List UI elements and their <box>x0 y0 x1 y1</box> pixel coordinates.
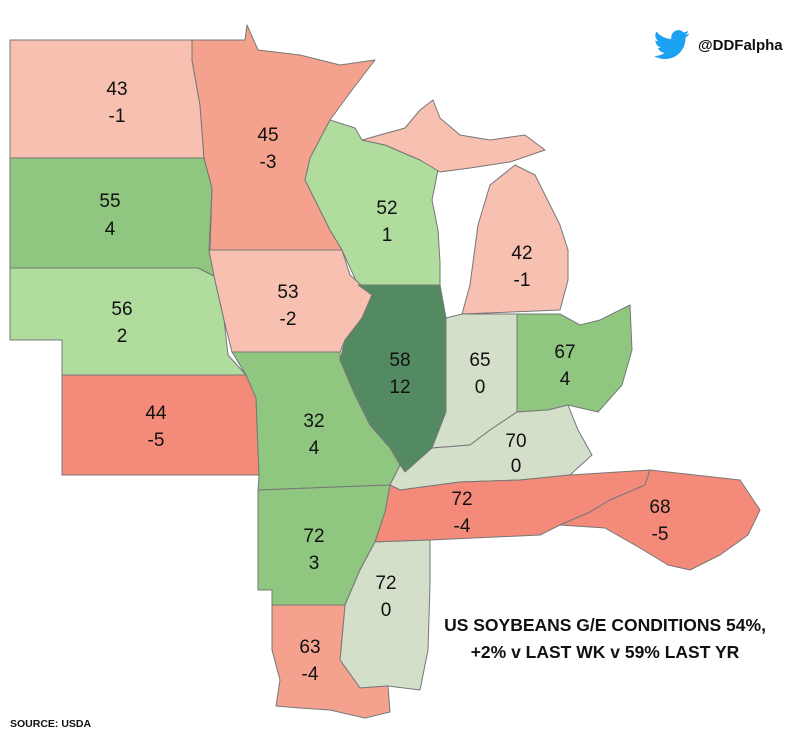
in-value: 65 <box>469 350 490 371</box>
sd-change: 4 <box>105 219 116 240</box>
state-nebraska <box>9 267 247 376</box>
la-change: -4 <box>302 664 319 685</box>
tn-value: 72 <box>451 489 472 510</box>
tn-change: -4 <box>454 516 471 537</box>
state-kansas <box>61 374 260 476</box>
state-michigan-lower-peninsula <box>461 164 569 315</box>
ky-value: 70 <box>505 431 526 452</box>
oh-change: 4 <box>560 369 571 390</box>
mn-change: -3 <box>260 152 277 173</box>
ar-change: 3 <box>309 553 320 574</box>
wi-change: 1 <box>382 225 393 246</box>
ne-change: 2 <box>117 326 128 347</box>
nc-change: -5 <box>652 524 669 545</box>
mn-value: 45 <box>257 125 278 146</box>
ks-value: 44 <box>145 403 167 424</box>
oh-value: 67 <box>554 342 575 363</box>
mo-value: 32 <box>303 411 324 432</box>
il-value: 58 <box>389 350 410 371</box>
nd-value: 43 <box>106 79 127 100</box>
ia-change: -2 <box>280 309 297 330</box>
state-south-dakota <box>9 157 215 277</box>
ne-value: 56 <box>111 299 132 320</box>
nd-change: -1 <box>109 106 126 127</box>
ms-change: 0 <box>381 600 392 621</box>
il-change: 12 <box>389 377 410 398</box>
ia-value: 53 <box>277 282 298 303</box>
headline-line-1: US SOYBEANS G/E CONDITIONS 54%, <box>444 615 766 635</box>
in-change: 0 <box>475 377 486 398</box>
source-note: SOURCE: USDA <box>10 718 92 730</box>
nc-value: 68 <box>649 497 670 518</box>
ky-change: 0 <box>511 456 522 477</box>
ms-value: 72 <box>375 573 396 594</box>
headline: US SOYBEANS G/E CONDITIONS 54%, +2% v LA… <box>420 612 790 666</box>
state-louisiana <box>271 604 391 719</box>
mi-change: -1 <box>514 270 531 291</box>
ks-change: -5 <box>148 430 165 451</box>
state-michigan-upper-peninsula <box>361 99 546 173</box>
ar-value: 72 <box>303 526 324 547</box>
state-iowa <box>208 249 373 353</box>
wi-value: 52 <box>376 198 397 219</box>
twitter-handle[interactable]: @DDFalpha <box>654 30 783 60</box>
twitter-handle-text: @DDFalpha <box>698 36 783 54</box>
state-north-carolina <box>559 469 761 571</box>
la-value: 63 <box>299 637 320 658</box>
mi-value: 42 <box>511 243 532 264</box>
headline-line-2: +2% v LAST WK v 59% LAST YR <box>470 642 740 662</box>
mo-change: 4 <box>309 438 320 459</box>
twitter-bird-icon <box>654 30 690 60</box>
sd-value: 55 <box>99 191 120 212</box>
